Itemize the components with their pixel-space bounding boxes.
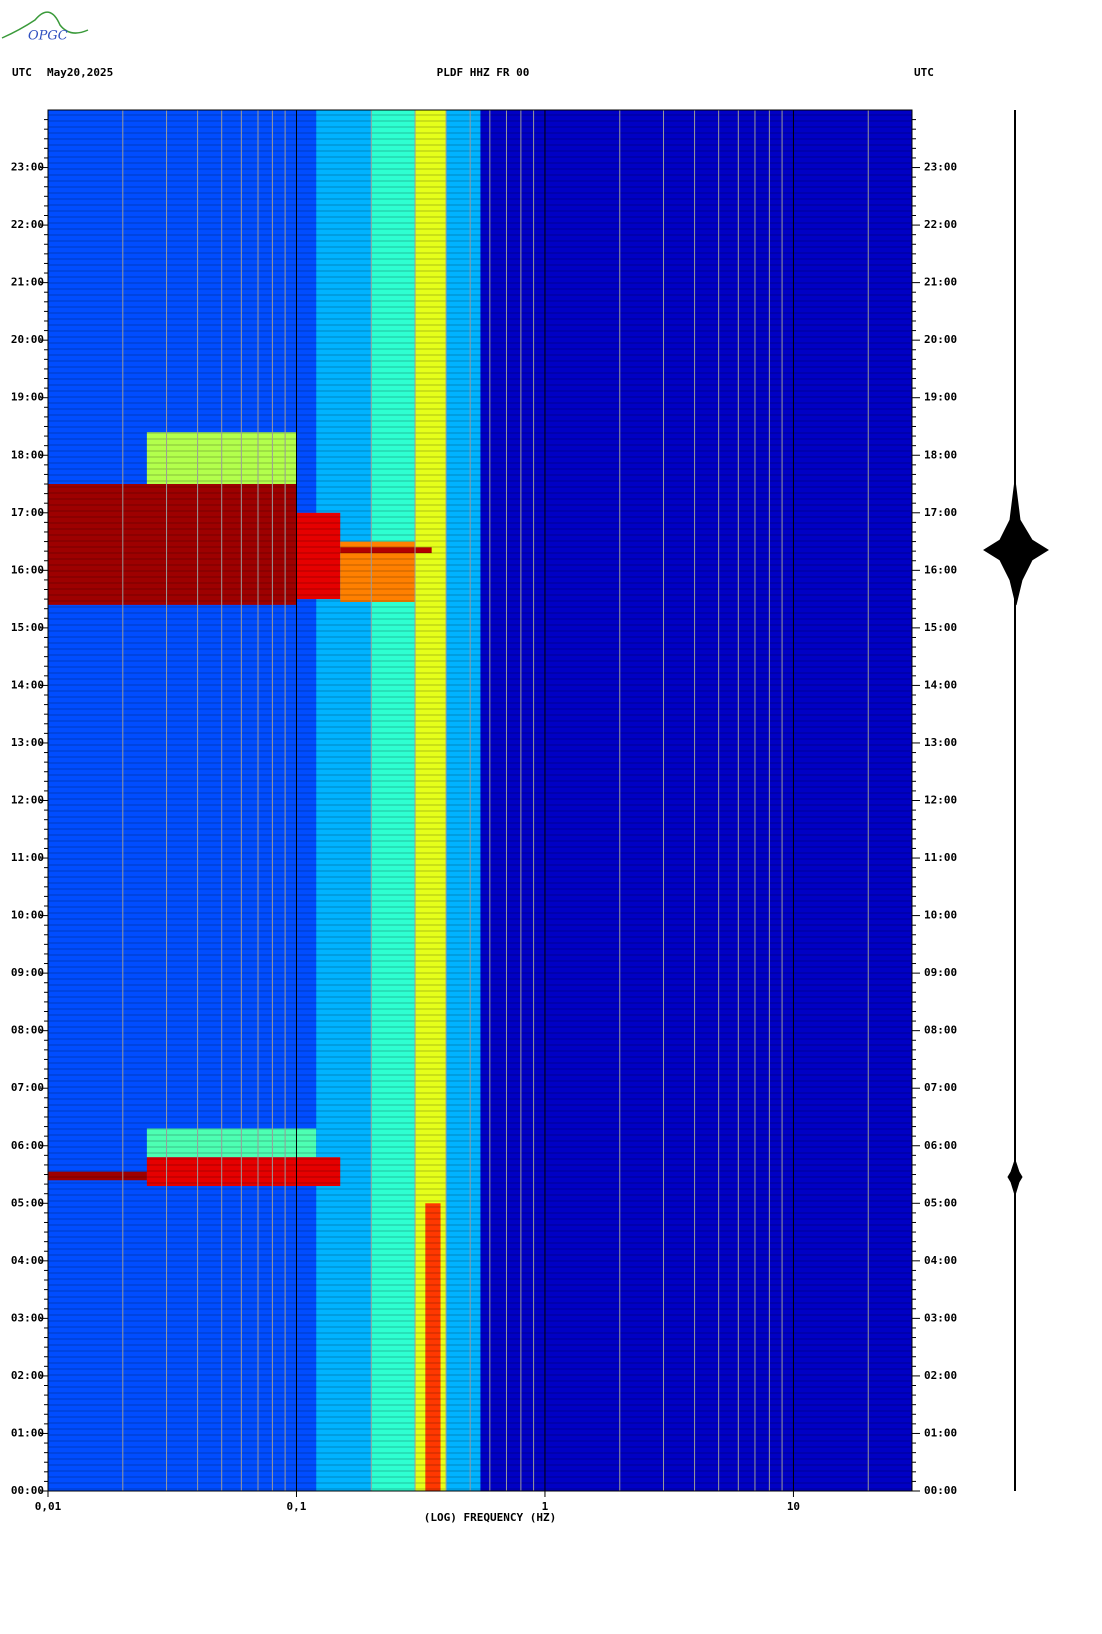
y-tick-label: 23:00 [924,161,957,174]
y-tick-label: 06:00 [11,1139,44,1152]
y-tick-label: 02:00 [11,1369,44,1382]
y-tick-label: 22:00 [924,218,957,231]
y-tick-label: 04:00 [11,1254,44,1267]
logo-curve [1,11,89,39]
y-tick-label: 04:00 [924,1254,957,1267]
y-tick-label: 06:00 [924,1139,957,1152]
y-tick-label: 10:00 [11,909,44,922]
y-tick-label: 09:00 [924,966,957,979]
x-tick-label: 0,01 [35,1500,62,1513]
y-tick-label: 15:00 [924,621,957,634]
x-tick-label: 1 [542,1500,549,1513]
plot: 0,01 0,1 1 10 00:00 00:00 01:00 01:00 02:00 02:00… [11,109,957,1513]
y-tick-label: 20:00 [11,333,44,346]
y-tick-label: 12:00 [11,794,44,807]
y-tick-label: 16:00 [924,563,957,576]
y-tick-label: 11:00 [11,851,44,864]
y-tick-label: 20:00 [924,333,957,346]
texture [48,110,912,1491]
header-zone: UTC [914,66,934,79]
y-tick-label: 19:00 [924,391,957,404]
trace-burst [1007,1158,1023,1197]
y-tick-label: 18:00 [924,448,957,461]
y-tick-label: 08:00 [924,1024,957,1037]
y-tick-label: 01:00 [11,1426,44,1439]
y-tick-label: 14:00 [924,678,957,691]
trace-burst [983,479,1049,606]
y-tick-label: 23:00 [11,161,44,174]
y-tick-label: 02:00 [924,1369,957,1382]
y-tick-label: 11:00 [924,851,957,864]
y-tick-label: 03:00 [924,1311,957,1324]
y-tick-label: 08:00 [11,1024,44,1037]
y-tick-label: 09:00 [11,966,44,979]
y-tick-label: 05:00 [924,1196,957,1209]
y-tick-label: 12:00 [924,794,957,807]
header-date: May20,2025 [47,66,113,79]
x-axis-label: (LOG) FREQUENCY (HZ) [424,1511,556,1524]
y-tick-label: 07:00 [924,1081,957,1094]
y-tick-label: 05:00 [11,1196,44,1209]
y-tick-label: 21:00 [924,276,957,289]
y-tick-label: 01:00 [924,1426,957,1439]
y-tick-label: 21:00 [11,276,44,289]
y-tick-label: 19:00 [11,391,44,404]
y-tick-label: 15:00 [11,621,44,634]
y-tick-label: 14:00 [11,678,44,691]
y-tick-label: 00:00 [924,1484,957,1497]
y-tick-label: 00:00 [11,1484,44,1497]
header-zone: UTC [12,66,32,79]
y-tick-label: 07:00 [11,1081,44,1094]
y-tick-label: 13:00 [924,736,957,749]
y-tick-label: 18:00 [11,448,44,461]
seismogram [983,110,1049,1491]
logo-text: OPGC [28,29,68,44]
x-tick-label: 0,1 [287,1500,307,1513]
x-tick-label: 10 [787,1500,800,1513]
y-tick-label: 22:00 [11,218,44,231]
y-tick-label: 03:00 [11,1311,44,1324]
y-tick-label: 10:00 [924,909,957,922]
logo: OPGC [1,11,89,44]
y-tick-label: 16:00 [11,563,44,576]
y-tick-label: 17:00 [11,506,44,519]
y-tick-label: 13:00 [11,736,44,749]
header-station: PLDF HHZ FR 00 [437,66,530,79]
y-tick-label: 17:00 [924,506,957,519]
